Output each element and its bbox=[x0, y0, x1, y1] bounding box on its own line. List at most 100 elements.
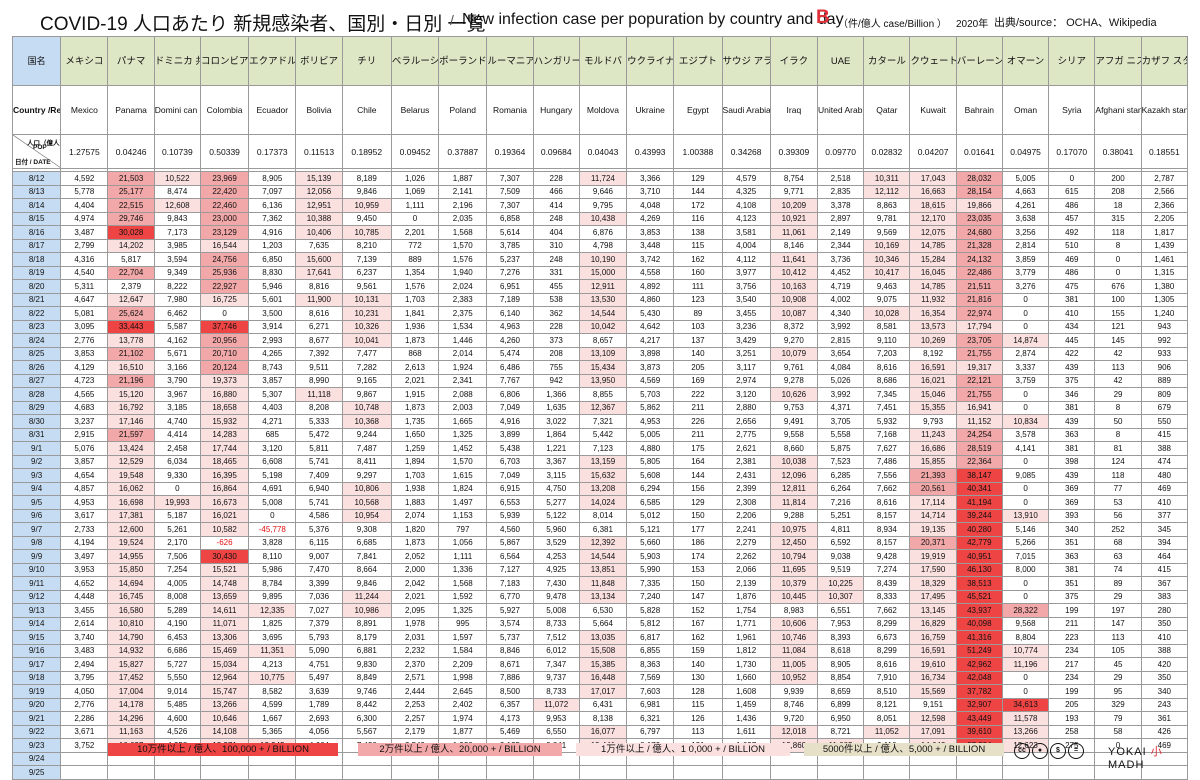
date-cell: 9/13 bbox=[11, 603, 62, 618]
value-cell: 1,570 bbox=[438, 238, 488, 253]
date-row: 9/3 4,654 19,548 9,330 16,395 5,198 7,409 9,297… bbox=[11, 468, 1189, 483]
value-cell: 1,325 bbox=[438, 427, 488, 442]
title-bar: COVID-19 人口あたり 新規感染者、国別・日別 一覧 / New infe… bbox=[0, 0, 1200, 36]
value-cell: 9,746 bbox=[341, 684, 392, 699]
value-cell: 19,373 bbox=[199, 373, 250, 388]
value-cell: 159 bbox=[673, 643, 723, 658]
value-cell: 16,591 bbox=[909, 360, 957, 375]
value-cell: 14,694 bbox=[107, 576, 155, 591]
value-cell: 11,695 bbox=[769, 562, 819, 577]
value-cell: 5,121 bbox=[626, 522, 675, 537]
value-cell: 25,624 bbox=[107, 306, 155, 321]
date-cell: 8/22 bbox=[11, 306, 62, 321]
pop-label-a: 人口（億人） bbox=[27, 140, 60, 147]
value-cell: 7,307 bbox=[486, 171, 534, 186]
value-cell: 19,993 bbox=[153, 495, 201, 510]
date-row: 9/16 3,483 14,932 6,686 15,469 11,351 5,090 6,8… bbox=[11, 643, 1189, 658]
value-cell: 2,308 bbox=[721, 495, 771, 510]
value-cell: 5,727 bbox=[153, 657, 201, 672]
value-cell: 1,584 bbox=[438, 643, 488, 658]
value-cell: 144 bbox=[673, 468, 723, 483]
value-cell: 2,645 bbox=[438, 684, 488, 699]
value-cell: 474 bbox=[1140, 454, 1189, 469]
country-name-en: Hungary bbox=[532, 85, 580, 135]
value-cell: 2,399 bbox=[721, 481, 771, 496]
value-cell: 8,372 bbox=[769, 319, 819, 334]
value-cell bbox=[673, 765, 723, 780]
value-cell: 172 bbox=[673, 198, 723, 213]
value-cell: 5,664 bbox=[578, 616, 628, 631]
value-cell: 4,265 bbox=[248, 346, 297, 361]
value-cell bbox=[769, 765, 819, 780]
value-cell: 1,069 bbox=[390, 184, 440, 199]
date-row: 9/10 3,953 15,850 7,254 15,521 5,986 7,470 8,66… bbox=[11, 562, 1189, 577]
value-cell: 1,938 bbox=[390, 481, 440, 496]
value-cell: 11,243 bbox=[909, 427, 957, 442]
value-cell: 331 bbox=[532, 265, 580, 280]
value-cell bbox=[1048, 765, 1096, 780]
value-cell: 3,500 bbox=[248, 306, 297, 321]
value-cell: 615 bbox=[1048, 184, 1096, 199]
value-cell: 3,256 bbox=[1001, 225, 1050, 240]
date-row: 8/28 4,565 15,120 3,967 16,880 5,307 11,118 9,8… bbox=[11, 387, 1189, 402]
value-cell: 3,857 bbox=[248, 373, 297, 388]
value-cell: 2,021 bbox=[390, 373, 440, 388]
value-cell: 1,439 bbox=[1140, 238, 1189, 253]
value-cell: 17,641 bbox=[295, 265, 343, 280]
value-cell: 51,249 bbox=[955, 643, 1003, 658]
value-cell: 10,326 bbox=[341, 319, 392, 334]
value-cell: 28,032 bbox=[955, 171, 1003, 186]
value-cell: 7,470 bbox=[295, 562, 343, 577]
value-cell: 943 bbox=[1140, 319, 1189, 334]
value-cell: 7,321 bbox=[578, 414, 628, 429]
value-cell: 415 bbox=[1140, 427, 1189, 442]
value-cell: 9,270 bbox=[769, 333, 819, 348]
value-cell: 1,635 bbox=[532, 400, 580, 415]
value-cell: 8,616 bbox=[863, 657, 911, 672]
value-cell: 9,007 bbox=[295, 549, 343, 564]
value-cell: 434 bbox=[1048, 319, 1096, 334]
value-cell: 1,876 bbox=[721, 589, 771, 604]
logo-text-b: 小 bbox=[1150, 746, 1163, 758]
value-cell: 369 bbox=[1048, 495, 1096, 510]
date-row: 9/22 3,671 11,163 4,526 14,108 5,365 4,056 5,56… bbox=[11, 724, 1189, 739]
value-cell: 150 bbox=[673, 508, 723, 523]
date-cell: 8/30 bbox=[11, 414, 62, 429]
value-cell: 8,510 bbox=[863, 684, 911, 699]
value-cell: 6,858 bbox=[486, 211, 534, 226]
value-cell: 126 bbox=[673, 711, 723, 726]
value-cell: 147 bbox=[673, 589, 723, 604]
date-cell: 8/28 bbox=[11, 387, 62, 402]
population-value: 0.04246 bbox=[107, 134, 155, 169]
population-value: 0.11513 bbox=[295, 134, 343, 169]
value-cell: 3,756 bbox=[721, 279, 771, 294]
value-cell: 7,307 bbox=[486, 198, 534, 213]
value-cell: 208 bbox=[532, 346, 580, 361]
value-cell: 10,042 bbox=[578, 319, 628, 334]
value-cell: 5,198 bbox=[248, 468, 297, 483]
country-name-jp: エクアドル bbox=[248, 36, 297, 86]
value-cell: 16,725 bbox=[199, 292, 250, 307]
value-cell: 2,031 bbox=[390, 630, 440, 645]
value-cell: 4,253 bbox=[532, 549, 580, 564]
value-cell: 5,828 bbox=[626, 603, 675, 618]
value-cell: 5,376 bbox=[295, 522, 343, 537]
value-cell: 4,084 bbox=[816, 360, 865, 375]
value-cell: 9,038 bbox=[816, 549, 865, 564]
value-cell: 420 bbox=[1140, 657, 1189, 672]
value-cell: 150 bbox=[673, 576, 723, 591]
value-cell: 8,299 bbox=[863, 643, 911, 658]
separator-cell bbox=[1140, 168, 1189, 172]
value-cell: 7,886 bbox=[486, 670, 534, 685]
date-row: 8/17 2,799 14,202 3,985 16,544 1,203 7,635 8,21… bbox=[11, 238, 1189, 253]
value-cell: 6,285 bbox=[816, 468, 865, 483]
value-cell: 18,615 bbox=[909, 198, 957, 213]
date-row: 8/23 3,095 33,443 5,587 37,746 3,914 6,271 10,3… bbox=[11, 319, 1189, 334]
value-cell: 5,430 bbox=[626, 306, 675, 321]
value-cell: 381 bbox=[1048, 400, 1096, 415]
value-cell: 7,487 bbox=[341, 441, 392, 456]
value-cell: 7,509 bbox=[486, 184, 534, 199]
value-cell: 414 bbox=[532, 198, 580, 213]
value-cell: 8,830 bbox=[248, 265, 297, 280]
value-cell: 19,317 bbox=[955, 360, 1003, 375]
